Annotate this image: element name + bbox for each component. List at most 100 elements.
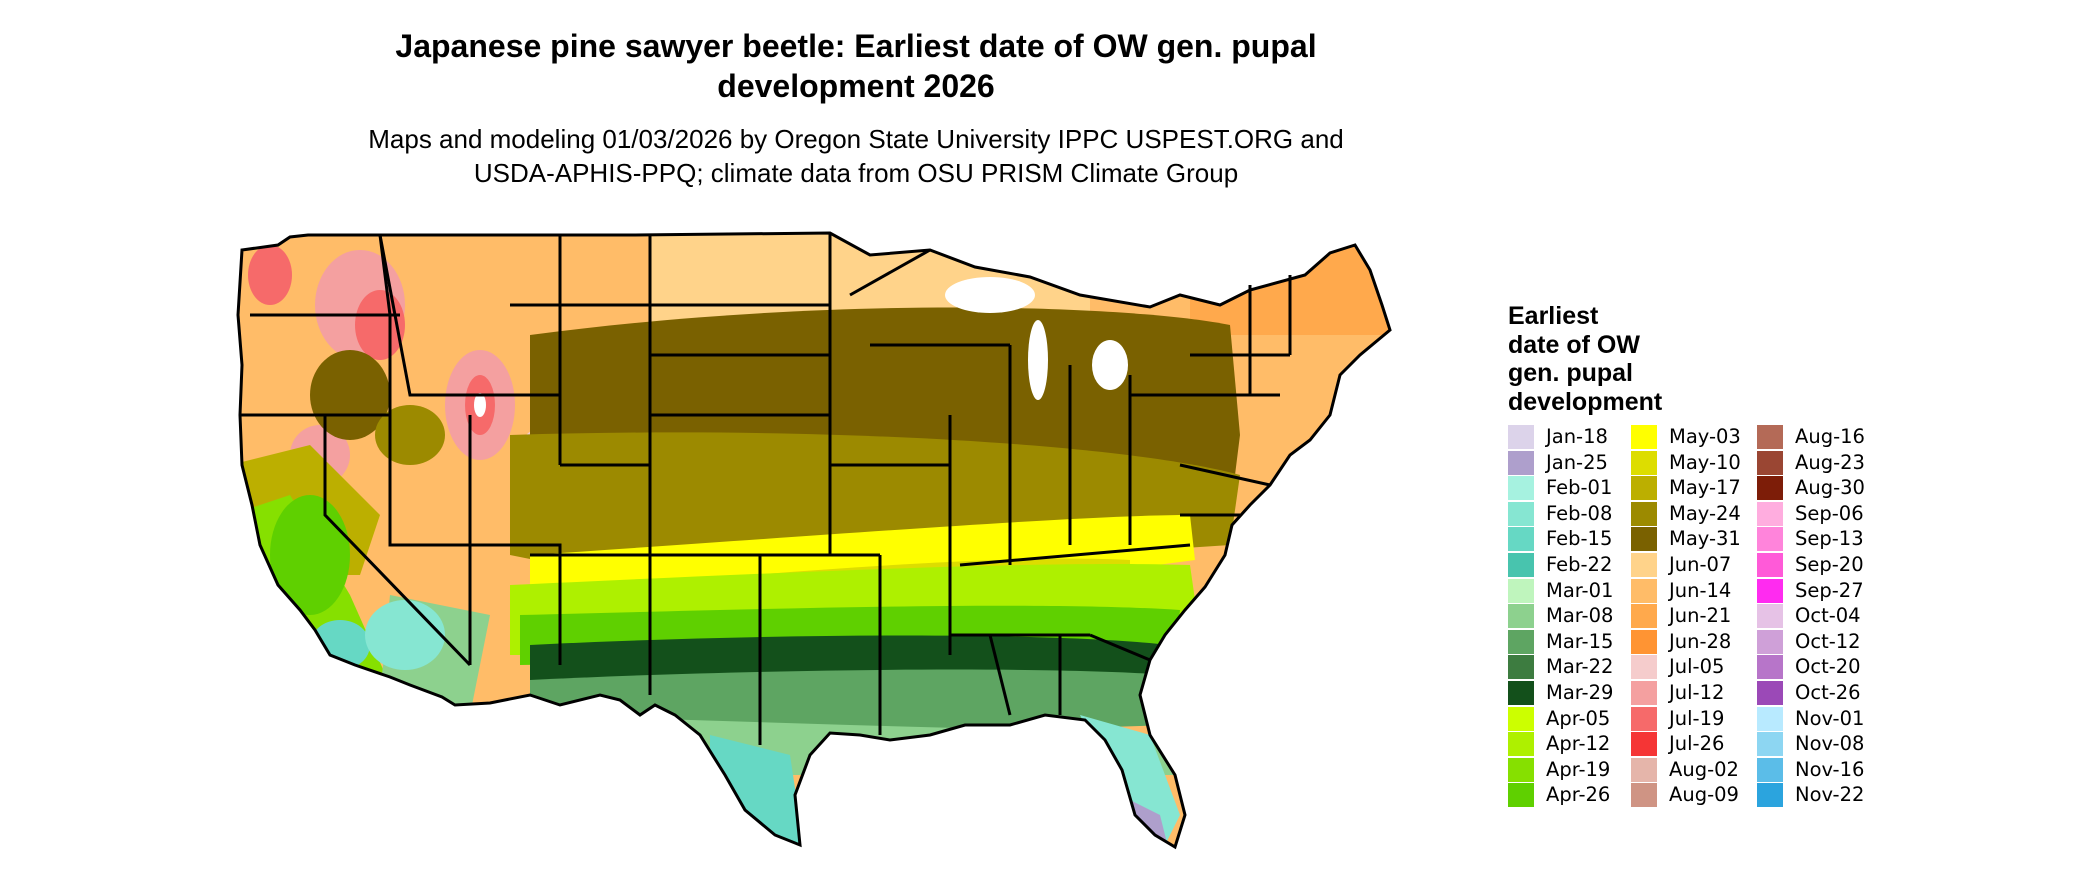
legend-label: May-03 [1669, 425, 1741, 448]
legend-swatch [1631, 757, 1657, 782]
legend-label: Jul-12 [1669, 680, 1725, 704]
legend-label: Jan-25 [1546, 450, 1608, 474]
legend-swatch [1508, 425, 1534, 449]
title-line-1: Japanese pine sawyer beetle: Earliest da… [395, 28, 1317, 64]
legend-label: Jun-28 [1669, 629, 1732, 653]
legend-swatch [1631, 578, 1657, 603]
legend-title-line: gen. pupal [1508, 359, 1633, 387]
legend-swatch [1757, 732, 1783, 757]
legend-label: Nov-01 [1795, 706, 1865, 730]
legend-swatch [1508, 604, 1534, 629]
legend-label: Apr-05 [1546, 706, 1611, 730]
legend-swatch [1757, 680, 1783, 705]
legend-label: Oct-04 [1795, 604, 1861, 628]
legend-swatch [1631, 476, 1657, 501]
legend-title: Earliest date of OW gen. pupal developme… [1508, 302, 1708, 416]
legend-swatch [1757, 783, 1783, 808]
subtitle-line-1: Maps and modeling 01/03/2026 by Oregon S… [368, 124, 1344, 154]
legend-swatch [1631, 655, 1657, 680]
legend-label: Sep-27 [1795, 578, 1864, 602]
legend-label: Nov-08 [1795, 732, 1865, 756]
legend-swatch [1631, 680, 1657, 705]
legend-label: Aug-09 [1669, 783, 1739, 807]
map-subtitle: Maps and modeling 01/03/2026 by Oregon S… [300, 122, 1412, 190]
legend-label: Oct-12 [1795, 629, 1861, 653]
legend-label: Sep-13 [1795, 527, 1864, 551]
legend-swatch [1508, 629, 1534, 654]
legend-swatch [1757, 552, 1783, 577]
legend-swatch [1757, 706, 1783, 731]
legend-label: Mar-22 [1546, 655, 1614, 679]
legend-swatch [1757, 629, 1783, 654]
legend-label: Apr-12 [1546, 732, 1611, 756]
legend-label: Aug-02 [1669, 757, 1739, 781]
legend-title-line: date of OW [1508, 330, 1640, 359]
legend-swatch [1631, 706, 1657, 731]
legend-label: Mar-01 [1546, 578, 1614, 602]
legend-swatch [1508, 501, 1534, 526]
legend-swatch [1508, 783, 1534, 808]
legend-swatch [1757, 501, 1783, 526]
legend-label: Jun-14 [1669, 578, 1732, 602]
legend-title-line: Earliest [1508, 302, 1599, 330]
legend-swatch [1508, 552, 1534, 577]
legend-label: Oct-26 [1795, 680, 1861, 704]
legend-swatch [1508, 527, 1534, 552]
legend-label: Feb-22 [1546, 552, 1613, 576]
legend-swatch [1631, 604, 1657, 629]
legend-label: Aug-30 [1795, 476, 1865, 500]
legend-swatch [1757, 604, 1783, 629]
legend-swatch [1508, 476, 1534, 501]
legend-label: Mar-29 [1546, 680, 1614, 704]
legend-label: Feb-01 [1546, 476, 1613, 500]
legend-swatch [1631, 501, 1657, 526]
legend-swatch [1757, 527, 1783, 552]
legend-swatch [1631, 552, 1657, 577]
map-title: Japanese pine sawyer beetle: Earliest da… [300, 26, 1412, 106]
legend-title-line: development [1508, 387, 1663, 416]
legend-label: Jun-07 [1669, 552, 1732, 576]
us-phenology-map [236, 231, 1392, 850]
legend-swatch [1757, 450, 1783, 475]
legend-label: Nov-16 [1795, 757, 1865, 781]
legend-label: May-24 [1669, 501, 1741, 525]
legend-swatch [1508, 732, 1534, 757]
legend-label: May-10 [1669, 450, 1741, 474]
legend-swatch [1631, 425, 1657, 449]
legend-swatch [1631, 450, 1657, 475]
legend-label: Aug-23 [1795, 450, 1865, 474]
legend-swatch [1757, 578, 1783, 603]
legend-swatch [1631, 783, 1657, 808]
legend-label: Jul-26 [1669, 732, 1725, 756]
legend-swatch [1508, 450, 1534, 475]
legend-swatch [1508, 706, 1534, 731]
legend-label: Jul-19 [1669, 706, 1725, 730]
legend-label: Nov-22 [1795, 783, 1865, 807]
legend-swatch [1631, 629, 1657, 654]
legend-label: Mar-08 [1546, 604, 1614, 628]
legend-label: Oct-20 [1795, 655, 1861, 679]
state-boundaries [236, 231, 1392, 850]
legend-swatch [1631, 732, 1657, 757]
legend-swatch [1757, 655, 1783, 680]
title-line-2: development 2026 [717, 68, 995, 104]
legend-label: Apr-19 [1546, 757, 1611, 781]
legend-swatch [1631, 527, 1657, 552]
legend-label: May-31 [1669, 527, 1741, 551]
legend-label: Mar-15 [1546, 629, 1614, 653]
legend-swatch [1757, 425, 1783, 449]
legend-label: Sep-06 [1795, 501, 1864, 525]
legend-label: Jun-21 [1669, 604, 1732, 628]
legend-swatch [1508, 757, 1534, 782]
legend-label: Feb-15 [1546, 527, 1613, 551]
legend-swatch [1508, 578, 1534, 603]
legend-swatch [1508, 655, 1534, 680]
legend-swatch [1757, 757, 1783, 782]
legend-label: Apr-26 [1546, 783, 1611, 807]
legend-label: May-17 [1669, 476, 1741, 500]
legend-label: Jan-18 [1546, 425, 1608, 448]
legend-label: Sep-20 [1795, 552, 1864, 576]
legend-label: Feb-08 [1546, 501, 1613, 525]
subtitle-line-2: USDA-APHIS-PPQ; climate data from OSU PR… [473, 158, 1239, 188]
legend-label: Aug-16 [1795, 425, 1865, 448]
